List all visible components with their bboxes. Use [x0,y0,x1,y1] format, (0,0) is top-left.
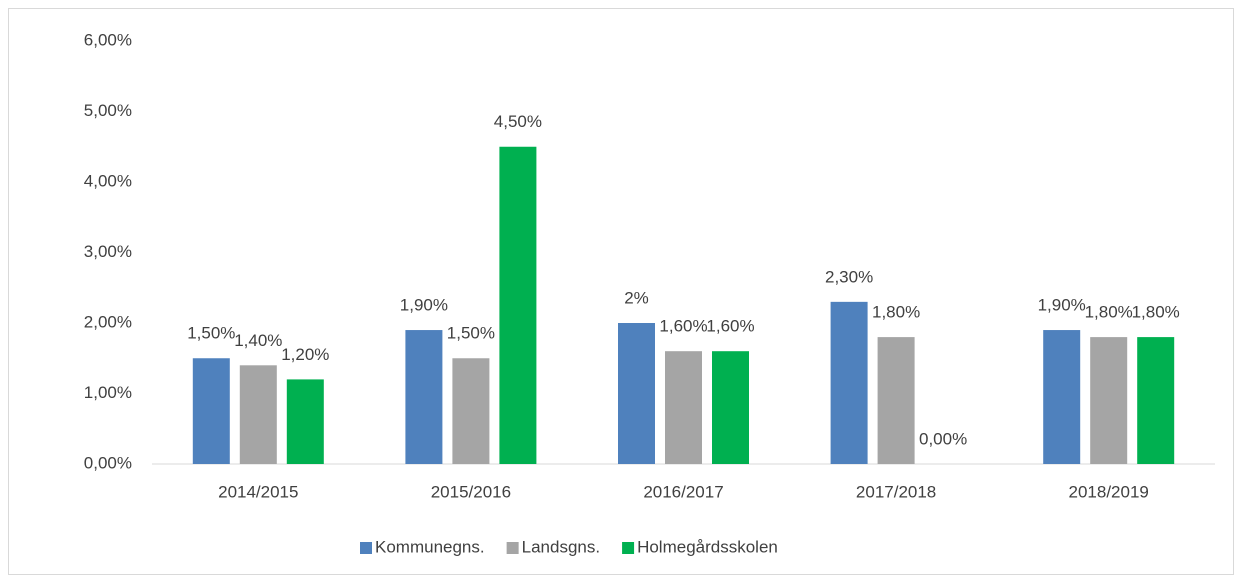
data-label: 1,20% [281,345,329,364]
y-tick-label: 4,00% [84,171,132,190]
bar [499,146,537,464]
data-label: 0,00% [919,429,967,448]
bar [286,379,324,464]
bar [239,365,277,464]
data-label: 1,90% [400,296,448,315]
data-label: 1,40% [234,331,282,350]
x-tick-label: 2014/2015 [218,482,298,501]
data-label: 1,60% [706,317,754,336]
legend-swatch [360,542,372,554]
legend-label: Landsgns. [522,537,600,556]
x-tick-label: 2018/2019 [1069,482,1149,501]
legend-label: Holmegårdsskolen [637,537,778,556]
y-tick-label: 2,00% [84,312,132,331]
data-label: 1,50% [187,324,235,343]
bar [877,337,915,464]
data-label: 2,30% [825,267,873,286]
y-tick-label: 1,00% [84,383,132,402]
x-tick-label: 2017/2018 [856,482,936,501]
bar [1137,337,1175,464]
y-tick-label: 6,00% [84,30,132,49]
data-label: 4,50% [494,112,542,131]
x-tick-label: 2015/2016 [431,482,511,501]
bar [452,358,490,464]
bar [1090,337,1128,464]
data-label: 1,80% [1085,303,1133,322]
legend-swatch [622,542,635,554]
bar [405,330,443,464]
data-label: 1,60% [659,317,707,336]
data-label: 1,50% [447,324,495,343]
legend-swatch [506,542,519,554]
chart-frame [8,8,1234,575]
bar [1043,330,1081,464]
bar [665,351,702,464]
bar [618,323,655,464]
bar [192,358,230,464]
data-label: 1,80% [1132,303,1180,322]
data-label: 2% [624,288,649,307]
bar [712,351,749,464]
y-tick-label: 3,00% [84,242,132,261]
data-label: 1,80% [872,303,920,322]
y-tick-label: 0,00% [84,453,132,472]
data-label: 1,90% [1038,296,1086,315]
legend-label: Kommunegns. [375,537,485,556]
bar [830,301,868,464]
x-tick-label: 2016/2017 [643,482,723,501]
y-tick-label: 5,00% [84,101,132,120]
